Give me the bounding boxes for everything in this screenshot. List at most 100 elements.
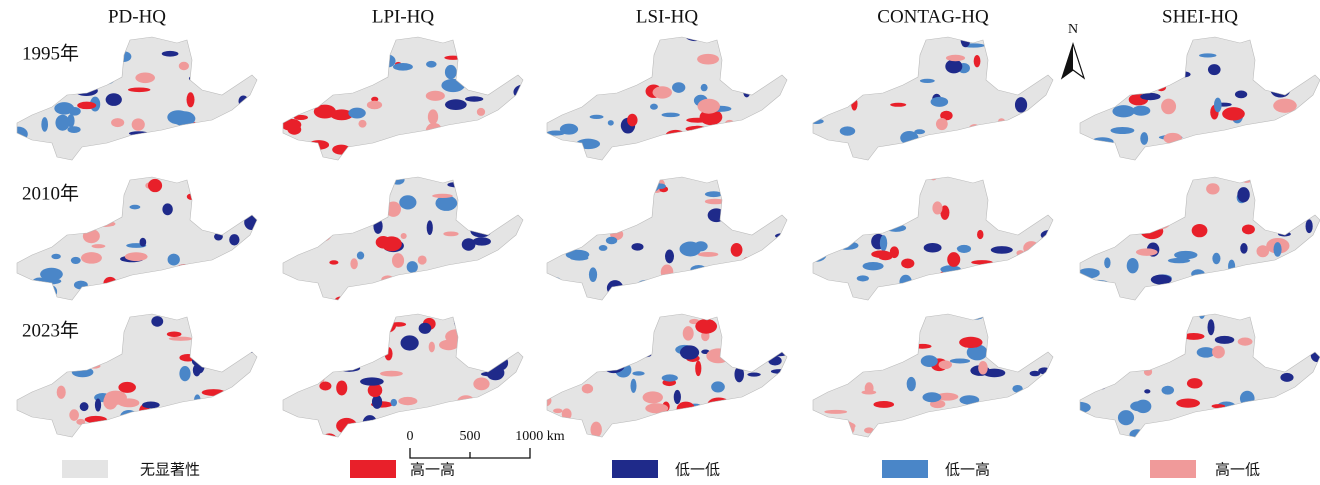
patch <box>208 323 232 330</box>
patch <box>1038 390 1049 398</box>
patch <box>648 44 654 59</box>
patch <box>319 382 331 391</box>
patch <box>229 234 239 245</box>
patch <box>633 30 647 44</box>
patch <box>1174 251 1197 259</box>
patch <box>1010 268 1027 283</box>
patch <box>14 342 26 350</box>
patch <box>445 65 457 79</box>
patch <box>961 32 971 47</box>
basin-fill <box>547 177 787 300</box>
patch <box>547 99 553 114</box>
patch <box>1091 270 1100 274</box>
patch <box>631 243 643 251</box>
patch <box>864 427 874 433</box>
map-grid <box>3 30 1320 448</box>
patch <box>1242 224 1255 234</box>
patch <box>223 406 239 420</box>
patch <box>217 282 229 294</box>
patch <box>884 187 898 203</box>
patch <box>235 132 250 147</box>
patch <box>183 294 192 310</box>
patch <box>1295 167 1316 183</box>
patch <box>380 371 403 377</box>
patch <box>360 377 384 385</box>
patch <box>92 75 115 85</box>
patch <box>1145 358 1153 367</box>
patch <box>671 411 677 416</box>
patch <box>1111 127 1135 134</box>
patch <box>67 126 80 133</box>
patch <box>1067 153 1086 168</box>
figure: N 0 500 1000 km 无显著性高一高低一低低一高高一低 PD-HQLP… <box>0 0 1320 485</box>
column-title: CONTAG-HQ <box>877 6 989 27</box>
patch <box>945 59 962 73</box>
patch <box>896 333 906 341</box>
patch <box>356 39 378 52</box>
patch <box>839 175 847 185</box>
patch <box>1246 30 1266 40</box>
patch <box>91 244 105 248</box>
patch <box>212 276 225 284</box>
patch <box>71 257 81 264</box>
patch <box>665 249 674 263</box>
patch <box>1138 320 1158 329</box>
patch <box>901 258 914 268</box>
patch <box>237 429 260 444</box>
patch <box>1046 398 1068 404</box>
patch <box>971 260 993 264</box>
patch <box>730 265 737 271</box>
patch <box>205 262 223 271</box>
patch <box>329 260 338 264</box>
patch <box>1127 258 1139 273</box>
patch <box>1246 142 1252 148</box>
patch <box>167 331 182 336</box>
patch <box>1164 56 1178 69</box>
patch <box>1132 106 1150 116</box>
patch <box>465 96 483 101</box>
patch <box>244 434 264 442</box>
patch <box>647 433 661 448</box>
patch <box>199 183 210 187</box>
scale-bar: 0 500 1000 km <box>407 429 565 458</box>
patch <box>661 265 674 280</box>
patch <box>697 54 719 65</box>
patch <box>711 381 725 392</box>
patch <box>187 92 195 107</box>
patch <box>280 347 295 356</box>
patch <box>1138 296 1158 306</box>
patch <box>445 329 469 344</box>
patch <box>780 90 795 104</box>
patch <box>986 77 992 81</box>
patch <box>588 67 608 75</box>
patch <box>855 331 871 339</box>
patch <box>889 58 897 65</box>
patch <box>1030 197 1047 207</box>
patch <box>7 148 17 161</box>
patch <box>47 83 60 92</box>
patch <box>287 380 295 396</box>
patch <box>698 99 720 114</box>
patch <box>978 361 988 375</box>
patch <box>1235 90 1247 98</box>
patch <box>901 153 924 168</box>
patch <box>246 315 253 322</box>
patch <box>554 284 576 297</box>
patch <box>957 245 971 253</box>
patch <box>1199 53 1216 57</box>
patch <box>1026 335 1034 340</box>
patch <box>890 103 906 107</box>
patch <box>639 41 652 49</box>
patch <box>491 114 503 123</box>
patch <box>1239 168 1254 183</box>
patch <box>215 428 234 440</box>
patch <box>895 301 911 307</box>
north-label: N <box>1068 22 1078 37</box>
patch <box>913 344 931 349</box>
patch <box>99 76 111 82</box>
patch <box>783 380 791 389</box>
patch <box>650 104 658 110</box>
patch <box>1113 223 1123 235</box>
patch <box>903 317 919 330</box>
patch <box>1282 50 1295 60</box>
